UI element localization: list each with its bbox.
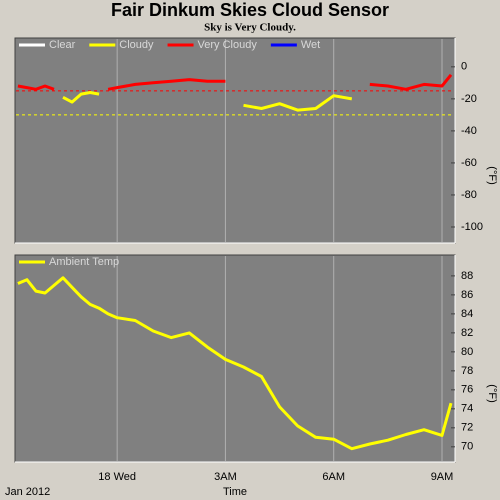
x-tick-label: 9AM	[431, 471, 454, 483]
x-axis-label: Time	[223, 486, 247, 498]
y-tick-label: 82	[461, 327, 473, 339]
y-axis-label: (°F)	[486, 166, 498, 184]
y-axis-label: (°F)	[486, 384, 498, 402]
data-line	[17, 276, 453, 451]
y-tick-label: 0	[461, 61, 467, 73]
y-tick-label: 76	[461, 384, 473, 396]
legend-label: Ambient Temp	[49, 256, 119, 268]
data-line	[17, 73, 453, 91]
y-tick-label: -100	[461, 221, 483, 233]
chart-subtitle: Sky is Very Cloudy.	[204, 22, 296, 34]
y-tick-label: 70	[461, 441, 473, 453]
plot-area	[14, 254, 456, 463]
y-tick-label: 80	[461, 346, 473, 358]
y-tick-label: -40	[461, 125, 477, 137]
y-tick-label: -80	[461, 189, 477, 201]
x-tick-label: 6AM	[322, 471, 345, 483]
y-tick-label: 78	[461, 365, 473, 377]
legend-label: Wet	[301, 39, 320, 51]
y-tick-label: 88	[461, 270, 473, 282]
chart-title: Fair Dinkum Skies Cloud Sensor	[111, 0, 389, 20]
data-line	[62, 91, 353, 112]
legend-label: Very Cloudy	[198, 39, 258, 51]
x-tick-label: 3AM	[214, 471, 237, 483]
plot-area	[14, 37, 456, 244]
y-tick-label: 86	[461, 289, 473, 301]
y-tick-label: 72	[461, 422, 473, 434]
legend-label: Cloudy	[119, 39, 154, 51]
legend-label: Clear	[49, 39, 76, 51]
y-tick-label: 84	[461, 308, 473, 320]
y-tick-label: 74	[461, 403, 473, 415]
y-tick-label: -20	[461, 93, 477, 105]
x-note: Jan 2012	[5, 486, 50, 498]
x-tick-label: 18 Wed	[98, 471, 136, 483]
y-tick-label: -60	[461, 157, 477, 169]
